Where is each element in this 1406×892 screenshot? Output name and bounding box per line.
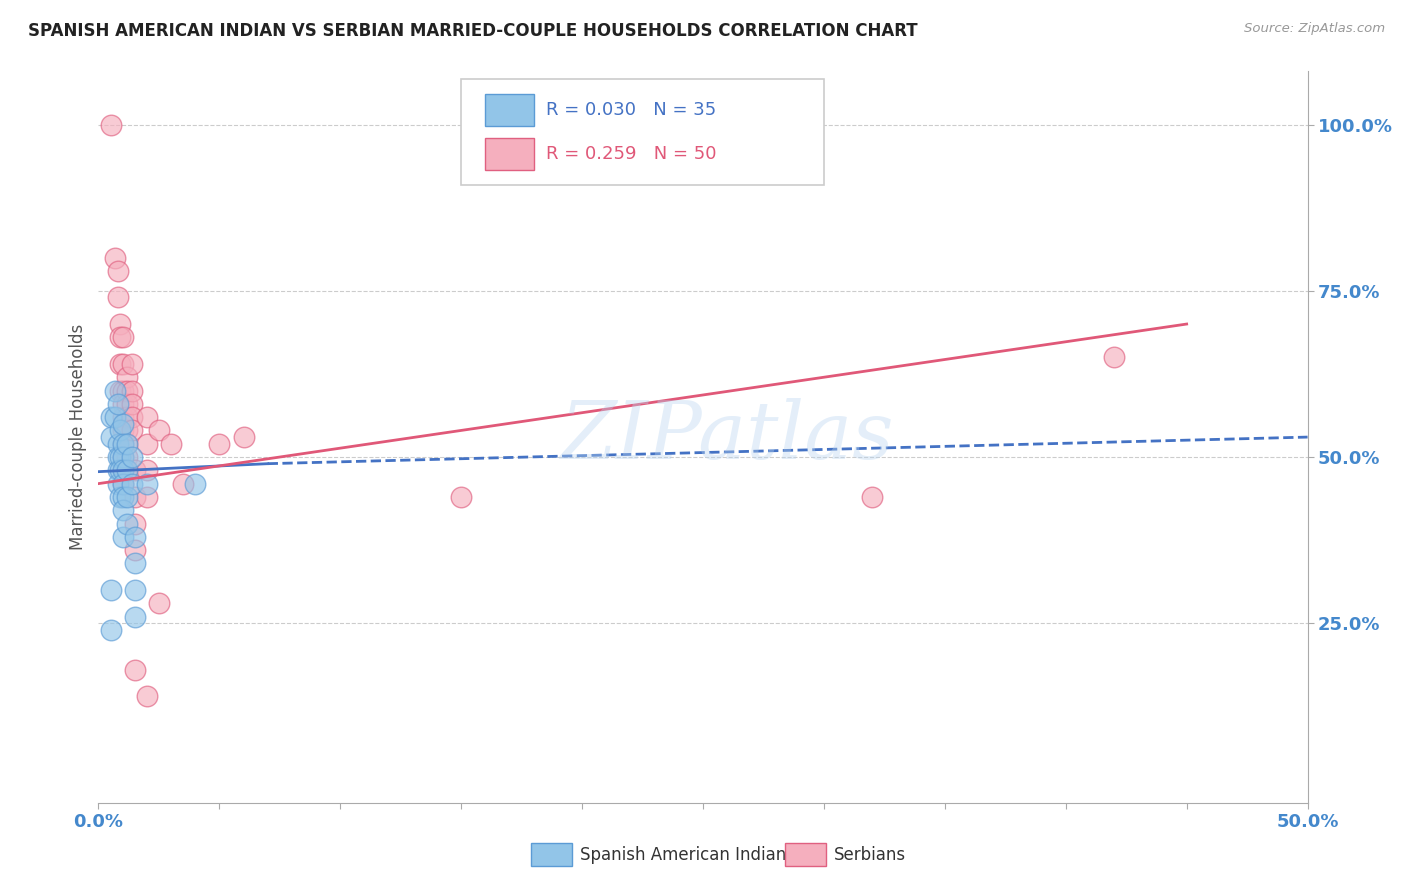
Point <box>100 623 122 637</box>
Point <box>107 436 129 450</box>
Point <box>117 516 139 531</box>
Point <box>135 476 157 491</box>
Point <box>111 330 134 344</box>
Text: Source: ZipAtlas.com: Source: ZipAtlas.com <box>1244 22 1385 36</box>
Point <box>121 384 143 398</box>
Point <box>108 384 131 398</box>
Point <box>111 476 134 491</box>
Point <box>108 357 131 371</box>
Point <box>135 463 157 477</box>
Point <box>111 530 134 544</box>
Point <box>1102 351 1125 365</box>
Point <box>124 463 146 477</box>
Point <box>124 609 146 624</box>
Point <box>107 463 129 477</box>
Point <box>121 410 143 425</box>
Point <box>860 490 883 504</box>
Point <box>172 476 194 491</box>
Point <box>232 430 254 444</box>
Point <box>117 410 139 425</box>
Point <box>148 596 170 610</box>
Point <box>107 476 129 491</box>
Point <box>111 503 134 517</box>
Text: ZIPatlas: ZIPatlas <box>561 399 894 475</box>
Point <box>111 384 134 398</box>
Point <box>111 397 134 411</box>
Point <box>107 450 129 464</box>
Point <box>117 370 139 384</box>
Point <box>107 290 129 304</box>
FancyBboxPatch shape <box>485 137 534 169</box>
Point <box>111 463 134 477</box>
Point <box>104 384 127 398</box>
Text: R = 0.030   N = 35: R = 0.030 N = 35 <box>546 101 716 119</box>
Text: R = 0.259   N = 50: R = 0.259 N = 50 <box>546 145 716 162</box>
FancyBboxPatch shape <box>461 78 824 185</box>
Point <box>124 530 146 544</box>
Point <box>111 424 134 438</box>
Point <box>121 357 143 371</box>
Point <box>111 357 134 371</box>
Point <box>135 436 157 450</box>
Point <box>124 663 146 677</box>
Point <box>104 410 127 425</box>
Point <box>121 397 143 411</box>
Point <box>121 450 143 464</box>
Point <box>108 424 131 438</box>
Point <box>104 251 127 265</box>
Point <box>160 436 183 450</box>
Point <box>111 410 134 425</box>
Point <box>100 410 122 425</box>
Point <box>111 476 134 491</box>
Point <box>208 436 231 450</box>
Point <box>111 463 134 477</box>
Point <box>117 463 139 477</box>
Text: SPANISH AMERICAN INDIAN VS SERBIAN MARRIED-COUPLE HOUSEHOLDS CORRELATION CHART: SPANISH AMERICAN INDIAN VS SERBIAN MARRI… <box>28 22 918 40</box>
Point <box>124 490 146 504</box>
Point <box>100 118 122 132</box>
Point <box>108 490 131 504</box>
Point <box>108 450 131 464</box>
Point <box>124 557 146 571</box>
Point <box>124 543 146 558</box>
Point <box>135 410 157 425</box>
FancyBboxPatch shape <box>485 94 534 126</box>
Point <box>117 436 139 450</box>
Point <box>135 490 157 504</box>
Point <box>111 436 134 450</box>
Point <box>111 436 134 450</box>
Text: Spanish American Indians: Spanish American Indians <box>579 846 794 863</box>
FancyBboxPatch shape <box>785 843 827 866</box>
Point <box>108 463 131 477</box>
Text: Serbians: Serbians <box>834 846 905 863</box>
Point <box>100 430 122 444</box>
Point <box>124 516 146 531</box>
Point <box>111 450 134 464</box>
Point <box>108 317 131 331</box>
Point <box>111 490 134 504</box>
Point <box>107 397 129 411</box>
FancyBboxPatch shape <box>531 843 572 866</box>
Point <box>108 330 131 344</box>
Point <box>111 417 134 431</box>
Point <box>117 490 139 504</box>
Point <box>117 424 139 438</box>
Point <box>450 490 472 504</box>
Point <box>117 397 139 411</box>
Point <box>107 264 129 278</box>
Y-axis label: Married-couple Households: Married-couple Households <box>69 324 87 550</box>
Point <box>111 450 134 464</box>
Point <box>100 582 122 597</box>
Point <box>121 424 143 438</box>
Point <box>124 582 146 597</box>
Point <box>184 476 207 491</box>
Point <box>135 690 157 704</box>
Point <box>117 436 139 450</box>
Point <box>148 424 170 438</box>
Point <box>117 463 139 477</box>
Point <box>117 384 139 398</box>
Point <box>121 476 143 491</box>
Point <box>117 450 139 464</box>
